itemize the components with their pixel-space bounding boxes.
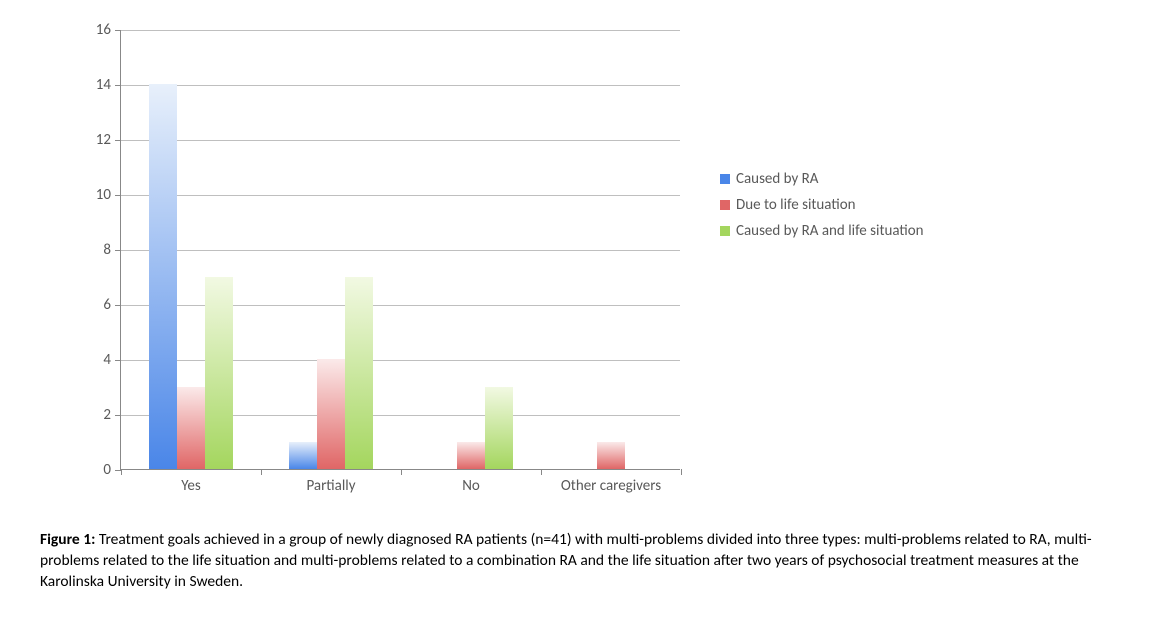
x-tick [541,469,542,475]
legend-swatch [720,200,730,210]
caption-lead: Figure 1: [40,530,95,549]
y-axis-label: 14 [81,76,111,94]
x-tick [681,469,682,475]
figure-container: 0 2 4 6 8 10 12 14 16 Yes Partially No Other caregiv… [20,20,1156,619]
y-tick [115,360,121,361]
y-axis-label: 6 [81,296,111,314]
bar [205,277,233,470]
gridline [121,250,680,251]
y-tick [115,140,121,141]
x-axis-label: Other caregivers [556,477,666,495]
caption-text: Treatment goals achieved in a group of n… [40,530,1092,591]
y-tick [115,30,121,31]
legend-item: Caused by RA [720,170,924,188]
x-axis-label: Partially [276,477,386,495]
y-axis-label: 4 [81,351,111,369]
legend-swatch [720,226,730,236]
gridline [121,30,680,31]
bar [177,387,205,470]
x-axis-label: Yes [136,477,246,495]
chart-plot-area: 0246810121416YesPartiallyNoOther caregiv… [120,30,680,470]
legend-label: Due to life situation [736,196,856,214]
bar [345,277,373,470]
x-tick [121,469,122,475]
legend-label: Caused by RA [736,170,818,188]
x-tick [401,469,402,475]
bar [289,442,317,470]
y-axis-label: 16 [81,21,111,39]
y-axis-label: 0 [81,461,111,479]
gridline [121,85,680,86]
y-tick [115,85,121,86]
y-tick [115,305,121,306]
legend-swatch [720,174,730,184]
y-tick [115,195,121,196]
y-axis-label: 12 [81,131,111,149]
bar [457,442,485,470]
legend-label: Caused by RA and life situation [736,222,924,240]
figure-caption: Figure 1: Treatment goals achieved in a … [40,530,1140,593]
y-tick [115,415,121,416]
legend-item: Caused by RA and life situation [720,222,924,240]
legend-item: Due to life situation [720,196,924,214]
bar [149,84,177,469]
bar [317,359,345,469]
gridline [121,140,680,141]
y-axis-label: 8 [81,241,111,259]
bar [597,442,625,470]
bar [485,387,513,470]
y-axis-label: 10 [81,186,111,204]
x-axis-label: No [416,477,526,495]
legend: Caused by RA Due to life situation Cause… [720,170,924,248]
y-tick [115,250,121,251]
gridline [121,195,680,196]
y-axis-label: 2 [81,406,111,424]
x-tick [261,469,262,475]
